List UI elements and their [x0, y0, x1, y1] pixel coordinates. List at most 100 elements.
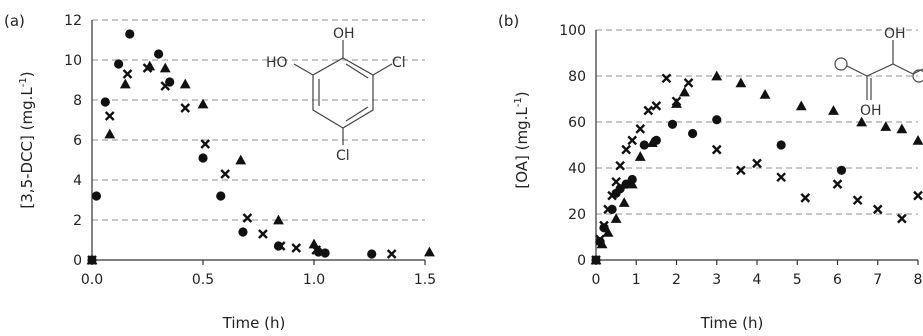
panel-b-triangle-point: [896, 123, 908, 134]
panel-a-y-tick-label: 6: [73, 133, 82, 149]
panel-b-label: (b): [498, 12, 519, 30]
molecule-a-oh-top: OH: [333, 26, 355, 42]
panel-a-molecule-structure: OH HO Cl Cl: [266, 26, 406, 164]
panel-b-triangle-point: [856, 116, 868, 127]
panel-a-y-tick-label: 12: [64, 13, 82, 29]
panel-b-circle-point: [667, 119, 678, 129]
panel-b-triangle-point: [671, 98, 682, 108]
panel-a-cross-point: [258, 229, 268, 239]
panel-b-triangle-point: [618, 197, 630, 207]
panel-a-cross-point: [275, 241, 286, 251]
panel-b-cross-point: [711, 144, 722, 155]
panel-b-cross-point: [913, 190, 923, 201]
panel-b-cross-point: [607, 190, 617, 201]
panel-b-cross-point: [635, 124, 646, 134]
panel-b-triangle-point: [828, 105, 839, 115]
panel-b-triangle-point: [880, 121, 892, 131]
panel-b-y-tick-label: 60: [568, 115, 586, 131]
panel-a-y-axis-title-main: [3,5-DCC] (mg.L: [18, 87, 36, 209]
panel-b-circle-point: [712, 115, 722, 125]
panel-a-circle-point: [198, 153, 208, 163]
panel-b-triangle-point: [795, 100, 807, 111]
panel-a-cross-point: [180, 103, 191, 113]
panel-b-y-axis-title: [OA] (mg.L-1): [513, 91, 531, 188]
panel-a-triangle-point: [424, 246, 435, 257]
panel-a-y-axis-title-close: ): [18, 71, 36, 77]
panel-a-triangle-point: [197, 98, 209, 109]
panel-b-cross-point: [832, 179, 843, 189]
panel-b-triangle-point: [590, 254, 602, 265]
panel-a-circle-point: [154, 49, 164, 59]
panel-b-x-axis-title: Time (h): [700, 314, 764, 332]
panel-b-triangle-point: [646, 137, 658, 148]
panel-a-circle-point: [125, 29, 135, 39]
panel-b-triangle-point: [626, 178, 638, 189]
panel-a-y-tick-label: 2: [73, 213, 82, 229]
panel-a-x-tick-label: 1.5: [414, 272, 436, 288]
panel-a-cross-point: [122, 69, 133, 79]
panel-b-triangle-point: [912, 135, 923, 145]
panel-b-triangle-point: [711, 70, 723, 81]
panel-b-y-tick-label: 100: [559, 23, 586, 39]
panel-b-cross-point: [651, 101, 662, 111]
panel-b-x-tick-label: 0: [592, 272, 601, 288]
molecule-b-oh-top: OH: [884, 26, 906, 42]
panel-b-cross-point: [621, 144, 632, 155]
panel-a-cross-point: [104, 111, 115, 121]
panel-b-molecule-structure: OH OH: [834, 26, 923, 119]
panel-b-circle-point: [639, 140, 649, 150]
panel-b-triangle-point: [679, 86, 690, 97]
panel-a-circle-point: [320, 248, 330, 258]
panel-b-cross-point: [643, 105, 654, 116]
panel-a-cross-point: [242, 213, 253, 223]
molecule-a-ho-left: HO: [266, 55, 288, 71]
panel-b-y-tick-label: 0: [577, 253, 586, 269]
panel-a-y-tick-label: 10: [64, 53, 82, 69]
panel-b-y-tick-label: 40: [568, 161, 586, 177]
panel-a-x-tick-label: 0.0: [81, 272, 103, 288]
panel-b-y-axis-title-close: ): [513, 91, 531, 97]
panel-b-y-tick-label: 20: [568, 207, 586, 223]
panel-b-x-tick-label: 6: [833, 272, 842, 288]
panel-b-cross-point: [683, 78, 694, 88]
panel-b-cross-point: [852, 195, 863, 206]
panel-b-x-tick-label: 5: [793, 272, 802, 288]
panel-b-y-tick-label: 80: [568, 69, 586, 85]
panel-a-label: (a): [4, 12, 25, 30]
panel-a-circle-point: [273, 241, 284, 251]
panel-a-chart: (a) Time (h) [3,5-DCC] (mg.L-1) 0 2 4 6 8 10 1…: [4, 12, 436, 332]
panel-b-cross-point: [627, 135, 638, 146]
panel-a-circle-point: [100, 97, 110, 107]
panel-a-circle-point: [367, 249, 377, 259]
panel-b-cross-point: [611, 176, 621, 187]
panel-b-triangle-point: [735, 77, 747, 88]
panel-b-triangle-point: [634, 151, 646, 161]
panel-b-x-tick-label: 7: [873, 272, 882, 288]
panel-b-cross-point: [897, 213, 907, 224]
panel-a-y-tick-label: 0: [73, 253, 82, 269]
panel-a-triangle-point: [179, 78, 191, 89]
panel-a-y-axis-title-sup: -1: [18, 77, 29, 87]
panel-b-cross-point: [776, 172, 786, 183]
molecule-b-oh-bottom: OH: [860, 103, 882, 119]
panel-b-cross-point: [615, 160, 625, 171]
panel-b-cross-point: [603, 204, 613, 215]
panel-b-triangle-point: [759, 89, 771, 99]
panel-b-triangle-point: [610, 213, 622, 223]
panel-b-x-tick-label: 3: [712, 272, 721, 288]
panel-a-triangle-point: [273, 214, 284, 225]
panel-a-triangle-point: [144, 60, 156, 71]
panel-a-y-tick-label: 8: [73, 93, 82, 109]
panel-a-cross-point: [291, 243, 302, 253]
panel-a-cross-point: [200, 139, 211, 149]
panel-b-cross-point: [752, 158, 762, 169]
panel-a-circle-point: [238, 227, 248, 237]
panel-a-circle-point: [114, 59, 124, 69]
panel-a-circle-point: [216, 191, 226, 201]
panel-b-y-axis-title-sup: -1: [513, 97, 524, 107]
molecule-a-cl-bottom: Cl: [336, 148, 350, 164]
panel-b-circle-point: [836, 165, 847, 175]
panel-a-cross-point: [160, 81, 171, 91]
panel-a-y-tick-label: 4: [73, 173, 82, 189]
